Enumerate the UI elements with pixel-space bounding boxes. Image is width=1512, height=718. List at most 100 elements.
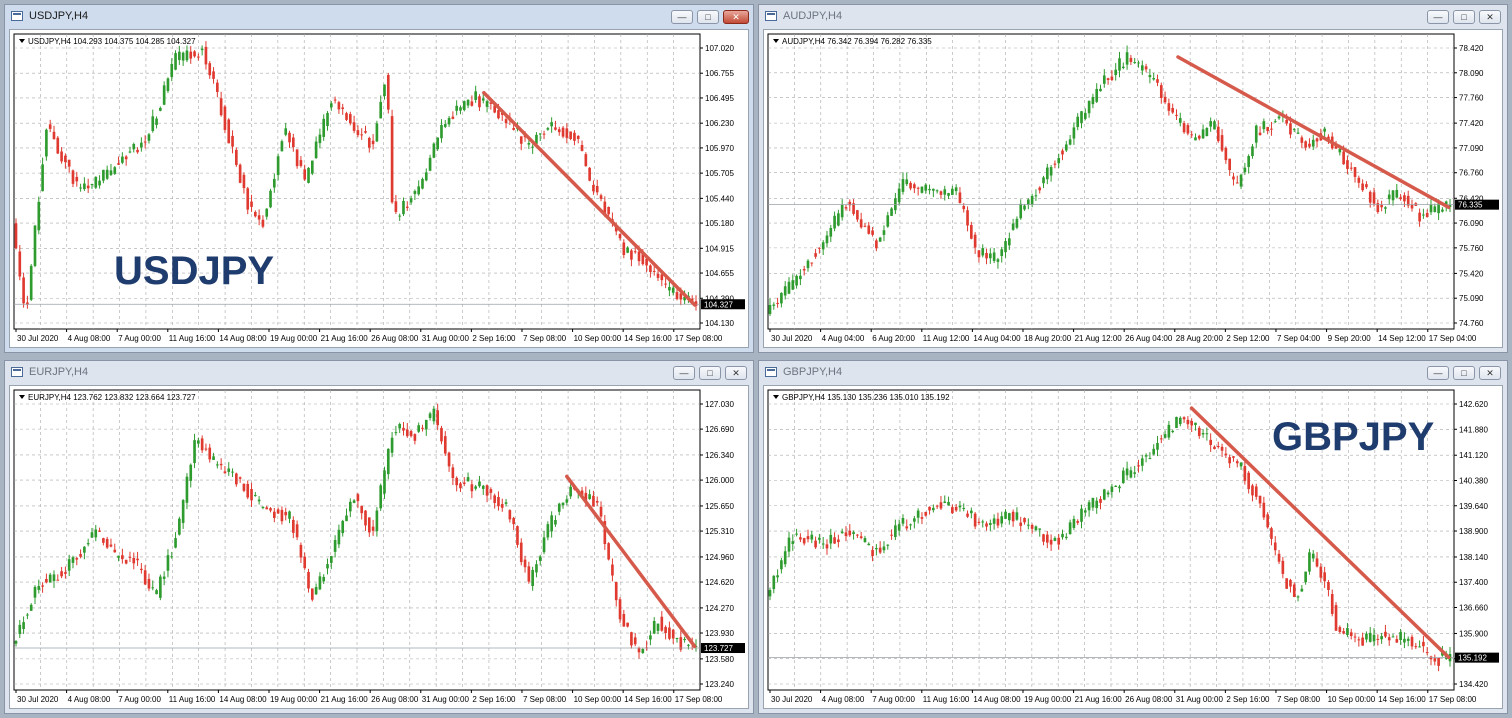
candle-body	[261, 506, 265, 508]
price-chart-usdjpy[interactable]: 107.020 106.755 106.495 106.230 105.970 105.7…	[10, 30, 750, 349]
price-tick-label: 126.000	[705, 476, 734, 485]
candle-body	[143, 141, 147, 143]
candle-body	[1121, 66, 1125, 69]
candle-body	[626, 247, 629, 253]
minimize-button[interactable]: —	[1427, 366, 1449, 380]
price-tick-label: 126.340	[705, 451, 734, 460]
candle-body	[1125, 468, 1129, 476]
candle-body	[1118, 58, 1121, 71]
candle-body	[83, 183, 86, 190]
candle-body	[683, 638, 686, 641]
candle-body	[1403, 195, 1406, 202]
candle-body	[497, 496, 500, 507]
title-bar[interactable]: GBPJPY,H4 — □ ✕	[759, 361, 1507, 385]
title-bar[interactable]: EURJPY,H4 — □ ✕	[5, 361, 753, 385]
candle-body	[265, 208, 269, 217]
time-tick-label: 7 Sep 04:00	[1277, 334, 1321, 343]
candle-body	[428, 157, 432, 171]
candle-body	[242, 174, 246, 189]
chart-window-audjpy[interactable]: AUDJPY,H4 — □ ✕ 78.420 78.090 77.760 77.420…	[758, 4, 1508, 353]
candle-body	[1038, 187, 1042, 191]
candle-body	[276, 509, 280, 514]
chart-area[interactable]: 127.030 126.690 126.340 126.000 125.650 125.3…	[9, 385, 749, 709]
chart-area[interactable]: 142.620 141.880 141.120 140.380 139.640 138.9…	[763, 385, 1503, 709]
price-tick-label: 107.020	[705, 44, 734, 53]
candle-body	[485, 485, 489, 496]
candle-body	[1000, 516, 1004, 524]
candle-body	[1270, 128, 1273, 130]
candle-body	[687, 644, 690, 646]
candle-body	[1357, 177, 1361, 183]
candle-body	[592, 495, 595, 507]
candle-body	[1266, 126, 1269, 132]
candle-body	[474, 91, 477, 100]
chart-window-eurjpy[interactable]: EURJPY,H4 — □ ✕ 127.030 126.690 126.340 126…	[4, 360, 754, 714]
candle-body	[147, 134, 151, 141]
title-bar[interactable]: AUDJPY,H4 — □ ✕	[759, 5, 1507, 29]
candle-body	[466, 477, 470, 482]
close-button[interactable]: ✕	[1479, 366, 1501, 380]
candle-body	[75, 558, 79, 560]
candle-body	[219, 98, 223, 116]
candle-body	[424, 172, 428, 181]
candle-body	[1190, 420, 1193, 426]
chart-window-gbpjpy[interactable]: GBPJPY,H4 — □ ✕ 142.620 141.880 141.120 140…	[758, 360, 1508, 714]
maximize-button[interactable]: □	[1453, 10, 1475, 24]
chart-window-usdjpy[interactable]: USDJPY,H4 — □ ✕ 107.020 106.755 106.495 106…	[4, 4, 754, 353]
title-bar[interactable]: USDJPY,H4 — □ ✕	[5, 5, 753, 29]
minimize-button[interactable]: —	[671, 10, 693, 24]
chart-area[interactable]: 107.020 106.755 106.495 106.230 105.970 105.7…	[9, 29, 749, 348]
candle-body	[143, 570, 147, 585]
candle-body	[542, 133, 546, 135]
maximize-button[interactable]: □	[699, 366, 721, 380]
minimize-button[interactable]: —	[1427, 10, 1449, 24]
candle-body	[618, 233, 622, 239]
candle-body	[554, 519, 557, 525]
time-tick-label: 2 Sep 16:00	[1226, 695, 1270, 704]
candle-body	[109, 544, 113, 547]
candle-body	[307, 571, 310, 589]
candle-body	[197, 440, 200, 444]
candle-body	[174, 538, 177, 548]
candle-body	[810, 262, 814, 264]
candle-body	[1072, 127, 1076, 139]
candle-body	[1011, 223, 1015, 230]
candle-body	[519, 136, 523, 144]
candle-body	[155, 590, 158, 595]
price-chart-audjpy[interactable]: 78.420 78.090 77.760 77.420 77.090 76.760 76.4…	[764, 30, 1504, 349]
candle-body	[622, 614, 626, 627]
chart-area[interactable]: 78.420 78.090 77.760 77.420 77.090 76.760 76.4…	[763, 29, 1503, 348]
candle-body	[67, 159, 71, 167]
candle-body	[394, 201, 398, 212]
candle-body	[409, 198, 413, 203]
candle-body	[379, 485, 383, 509]
candle-body	[371, 526, 375, 531]
candle-body	[102, 538, 105, 543]
candle-body	[284, 128, 288, 135]
candle-body	[561, 502, 565, 506]
minimize-button[interactable]: —	[673, 366, 695, 380]
candle-body	[1243, 167, 1247, 173]
close-button[interactable]: ✕	[1479, 10, 1501, 24]
candle-body	[356, 494, 360, 502]
time-tick-label: 10 Sep 00:00	[1328, 695, 1376, 704]
close-button[interactable]: ✕	[725, 366, 747, 380]
candle-body	[1323, 572, 1326, 582]
time-tick-label: 26 Aug 04:00	[1125, 334, 1173, 343]
price-tick-label: 134.420	[1459, 680, 1488, 689]
price-chart-eurjpy[interactable]: 127.030 126.690 126.340 126.000 125.650 125.3…	[10, 386, 750, 710]
price-chart-gbpjpy[interactable]: 142.620 141.880 141.120 140.380 139.640 138.9…	[764, 386, 1504, 710]
candle-body	[1137, 62, 1140, 64]
candle-body	[41, 164, 44, 192]
close-button[interactable]: ✕	[723, 10, 749, 24]
candle-body	[1391, 190, 1395, 201]
candle-body	[436, 410, 439, 426]
candle-body	[170, 63, 174, 78]
maximize-button[interactable]: □	[1453, 366, 1475, 380]
candle-body	[223, 471, 227, 474]
candle-body	[86, 543, 90, 545]
candle-body	[1395, 639, 1399, 643]
maximize-button[interactable]: □	[697, 10, 719, 24]
candle-body	[79, 554, 82, 557]
candle-body	[105, 538, 109, 548]
